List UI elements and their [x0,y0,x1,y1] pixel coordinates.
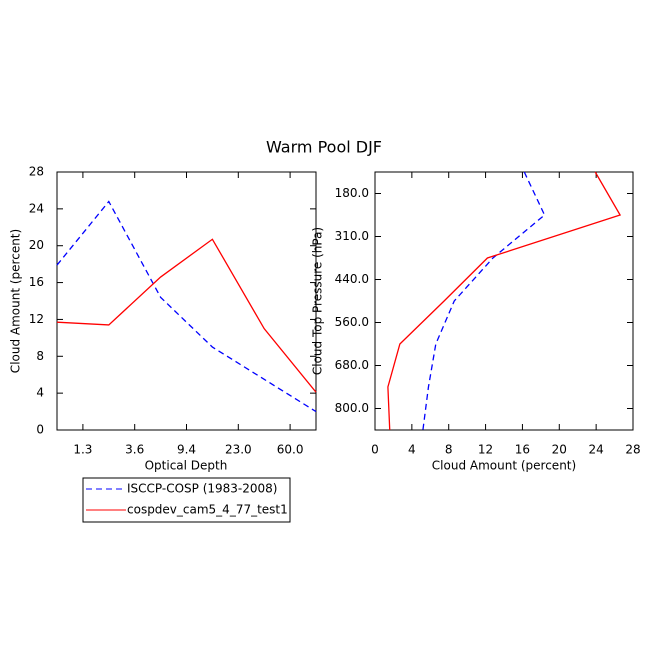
series-line [422,171,546,431]
y-tick-label: 310.0 [335,229,369,243]
y-tick-label: 28 [29,165,44,179]
x-tick-label: 24 [589,443,604,457]
x-axis-title: Cloud Amount (percent) [432,459,576,473]
y-axis-title: Cloud Amount (percent) [9,229,23,373]
legend-label: ISCCP-COSP (1983-2008) [127,482,277,496]
x-tick-label: 28 [625,443,640,457]
x-tick-label: 16 [515,443,530,457]
y-tick-label: 24 [29,201,44,215]
x-tick-label: 12 [478,443,493,457]
y-tick-label: 0 [36,423,44,437]
y-tick-label: 12 [29,312,44,326]
y-tick-label: 800.0 [335,401,369,415]
legend-label: cospdev_cam5_4_77_test1 [127,503,288,517]
y-tick-label: 180.0 [335,186,369,200]
x-tick-label: 4 [408,443,416,457]
y-tick-label: 16 [29,275,44,289]
series-line [56,200,317,413]
x-tick-label: 3.6 [125,443,144,457]
x-tick-label: 0 [371,443,379,457]
x-tick-label: 20 [552,443,567,457]
plot-frame [374,171,634,431]
y-axis-title: Cloud Top Pressure (hPa) [311,227,325,375]
y-tick-label: 8 [36,349,44,363]
x-tick-label: 23.0 [225,443,252,457]
y-tick-label: 680.0 [335,358,369,372]
x-axis-title: Optical Depth [145,459,228,473]
y-tick-label: 4 [36,386,44,400]
x-tick-label: 1.3 [73,443,92,457]
y-tick-label: 560.0 [335,315,369,329]
x-tick-label: 9.4 [177,443,196,457]
figure-title: Warm Pool DJF [266,138,382,157]
series-line [387,171,622,431]
x-tick-label: 60.0 [277,443,304,457]
y-tick-label: 440.0 [335,272,369,286]
y-tick-label: 20 [29,238,44,252]
x-tick-label: 8 [445,443,453,457]
legend [82,477,291,523]
series-line [56,238,317,393]
